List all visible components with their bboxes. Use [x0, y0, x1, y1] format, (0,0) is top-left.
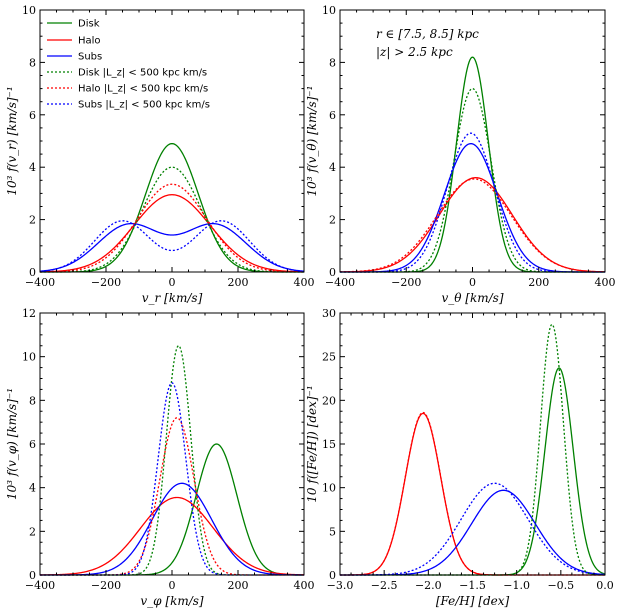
series-feh-disk	[340, 368, 605, 575]
y-tick-label-feh: 20	[322, 394, 336, 407]
axes-frame-vr	[40, 10, 304, 272]
legend-label-halo: Halo	[78, 36, 101, 47]
x-axis-label-vr: v_r [km/s]	[142, 291, 203, 305]
annotation: r ∈ [7.5, 8.5] kpc |z| > 2.5 kpc	[376, 27, 479, 59]
legend-label-disk: Disk	[78, 19, 100, 30]
y-tick-label-vphi: 10	[22, 351, 36, 364]
x-tick-label-vtheta: 200	[528, 276, 549, 289]
series-vr-subs	[40, 224, 304, 272]
series-vr-disk	[40, 144, 304, 272]
y-axis-label-vr: 10³ f(v_r) [km/s]⁻¹	[5, 86, 19, 195]
x-tick-label-vr: 0	[169, 276, 176, 289]
y-tick-label-vphi: 4	[29, 482, 36, 495]
y-axis-label-vtheta: 10³ f(v_θ) [km/s]⁻¹	[305, 86, 319, 197]
x-tick-label-vr: −200	[91, 276, 121, 289]
y-tick-label-vtheta: 4	[329, 161, 336, 174]
x-tick-label-vphi: 200	[228, 579, 249, 592]
y-tick-label-vtheta: 2	[329, 214, 336, 227]
annotation-radius: r ∈ [7.5, 8.5] kpc	[376, 27, 479, 41]
x-tick-label-vphi: −200	[91, 579, 121, 592]
y-tick-label-feh: 0	[329, 569, 336, 582]
y-tick-label-vr: 0	[29, 266, 36, 279]
legend-label-halo-lz: Halo |L_z| < 500 kpc km/s	[78, 84, 208, 95]
series-vr-disk-lz-500	[40, 167, 304, 272]
x-axis-label-vphi: v_φ [km/s]	[140, 594, 204, 608]
x-tick-label-vr: 400	[294, 276, 315, 289]
x-tick-label-feh: −2.5	[371, 579, 398, 592]
axes-frame-feh	[340, 313, 605, 575]
y-tick-label-vphi: 0	[29, 569, 36, 582]
x-axis-label-feh: [Fe/H] [dex]	[436, 594, 510, 608]
series-vr-subs-lz-500	[40, 221, 304, 272]
axes-frame-vphi	[40, 313, 304, 575]
series-vtheta-subs	[340, 144, 605, 272]
annotation-height: |z| > 2.5 kpc	[376, 45, 453, 59]
y-tick-label-vphi: 8	[29, 394, 36, 407]
y-tick-label-feh: 30	[322, 307, 336, 320]
x-tick-label-feh: −1.0	[503, 579, 530, 592]
y-tick-label-vtheta: 6	[329, 109, 336, 122]
y-tick-label-vphi: 2	[29, 525, 36, 538]
series-vtheta-halo	[340, 178, 605, 272]
y-tick-label-vtheta: 0	[329, 266, 336, 279]
series-vphi-subs-lz-500	[40, 383, 304, 575]
series-feh-halo-lz-500	[340, 413, 605, 575]
x-tick-label-vtheta: 400	[595, 276, 616, 289]
series-vphi-halo-lz-500	[40, 418, 304, 575]
series-feh-subs	[340, 490, 605, 575]
series-vphi-subs	[40, 483, 304, 575]
series-vtheta-disk-lz-500	[340, 89, 605, 272]
y-tick-label-feh: 10	[322, 482, 336, 495]
figure: −400 −200 0 200 4000246810v_r [km/s]10³ f(v_…	[0, 0, 623, 612]
x-tick-label-vphi: 400	[294, 579, 315, 592]
x-tick-label-vtheta: −200	[391, 276, 421, 289]
legend: Disk Halo Subs Disk |L_z| < 500 kpc km/s…	[47, 19, 210, 111]
x-tick-label-feh: −0.5	[547, 579, 574, 592]
y-axis-label-vphi: 10³ f(v_φ) [km/s]⁻¹	[5, 388, 19, 500]
y-tick-label-vr: 4	[29, 161, 36, 174]
y-tick-label-vphi: 6	[29, 438, 36, 451]
y-tick-label-vr: 6	[29, 109, 36, 122]
series-vphi-disk-lz-500	[40, 346, 304, 575]
series-feh-subs-lz-500	[340, 483, 605, 575]
series-vtheta-subs-lz-500	[340, 133, 605, 272]
y-tick-label-feh: 25	[322, 351, 336, 364]
series-vtheta-disk	[340, 57, 605, 272]
x-tick-label-feh: −2.0	[415, 579, 442, 592]
y-axis-label-feh: 10 f([Fe/H]) [dex]⁻¹	[305, 385, 319, 502]
y-tick-label-feh: 5	[329, 525, 336, 538]
x-tick-label-feh: −1.5	[459, 579, 486, 592]
series-vphi-disk	[40, 444, 304, 575]
legend-label-subs: Subs	[78, 52, 102, 63]
legend-label-disk-lz: Disk |L_z| < 500 kpc km/s	[78, 68, 207, 79]
y-tick-label-vtheta: 10	[322, 4, 336, 17]
x-tick-label-feh: 0.0	[596, 579, 614, 592]
series-vtheta-halo-lz-500	[340, 179, 605, 272]
y-tick-label-vphi: 12	[22, 307, 36, 320]
x-tick-label-vtheta: 0	[469, 276, 476, 289]
y-tick-label-vtheta: 8	[329, 56, 336, 69]
legend-label-subs-lz: Subs |L_z| < 500 kpc km/s	[78, 100, 210, 111]
series-vr-halo	[40, 195, 304, 272]
y-tick-label-vr: 8	[29, 56, 36, 69]
x-tick-label-vphi: 0	[169, 579, 176, 592]
series-feh-disk-lz-500	[340, 324, 605, 575]
y-tick-label-vr: 2	[29, 214, 36, 227]
y-tick-label-vr: 10	[22, 4, 36, 17]
x-tick-label-vr: 200	[228, 276, 249, 289]
y-tick-label-feh: 15	[322, 438, 336, 451]
x-axis-label-vtheta: v_θ [km/s]	[441, 291, 503, 305]
